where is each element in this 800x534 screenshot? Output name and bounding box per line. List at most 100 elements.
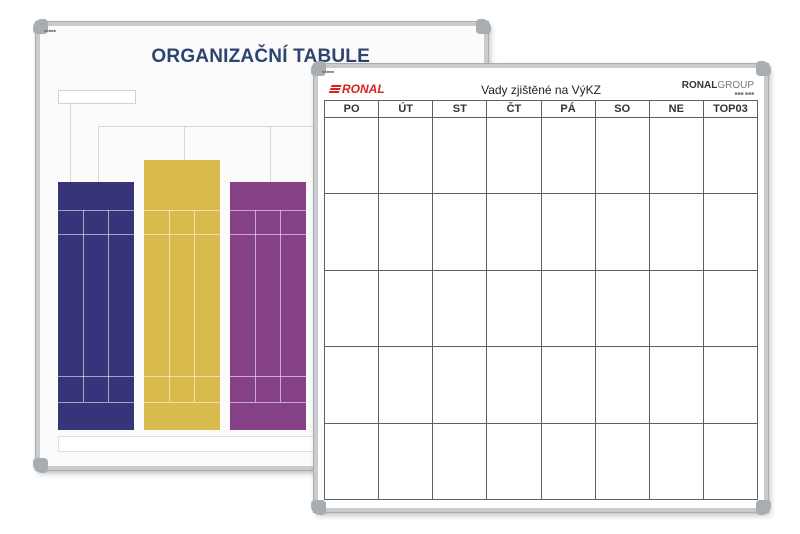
grid-cell [594, 269, 650, 348]
frame-corner [476, 19, 491, 34]
grid-cell [648, 346, 704, 424]
weekly-defects-grid: PO ÚT ST ČT PÁ SO NE TOP03 [323, 100, 759, 501]
grid-row [323, 269, 759, 348]
ronal-group-logo: RONALGROUP ■■■ ■■■ [682, 80, 754, 97]
frame-corner [756, 61, 771, 76]
column-divider [58, 402, 134, 403]
org-column-yellow [144, 160, 220, 430]
grid-cell [540, 422, 596, 501]
org-column-blue [58, 182, 134, 430]
connector-line [70, 104, 71, 182]
grid-cell [648, 422, 704, 501]
org-column-purple [230, 182, 306, 430]
frame-corner [33, 19, 48, 34]
ronal-logo: RONAL [328, 82, 385, 96]
frame-corner [756, 500, 771, 515]
day-header-ut: ÚT [378, 100, 434, 118]
grid-cell [486, 193, 542, 271]
frame-corner [33, 458, 48, 473]
day-header-top03: TOP03 [702, 100, 759, 118]
board-title: Vady zjištěné na VýKZ [481, 83, 601, 97]
grid-cell [540, 269, 596, 348]
grid-cell [648, 193, 704, 271]
column-divider [144, 210, 220, 211]
column-divider [230, 210, 306, 211]
frame-corner [311, 61, 326, 76]
column-divider [169, 210, 170, 402]
column-divider [230, 234, 306, 235]
column-divider [144, 234, 220, 235]
connector-line [98, 126, 320, 127]
grid-cell [594, 193, 650, 271]
grid-body [323, 116, 759, 501]
grid-row [323, 422, 759, 501]
grid-cell [378, 422, 434, 501]
grid-cell [486, 116, 542, 195]
connector-line [270, 126, 271, 182]
grid-cell [648, 116, 704, 195]
column-divider [58, 210, 134, 211]
group-logo-light: GROUP [717, 80, 754, 91]
grid-cell [323, 193, 380, 271]
grid-row [323, 116, 759, 195]
day-header-ne: NE [648, 100, 704, 118]
grid-cell [702, 193, 759, 271]
day-header-row: PO ÚT ST ČT PÁ SO NE TOP03 [323, 100, 759, 118]
column-divider [280, 210, 281, 402]
grid-row [323, 193, 759, 271]
grid-cell [432, 422, 488, 501]
grid-cell [378, 269, 434, 348]
board-header: RONAL Vady zjištěné na VýKZ RONALGROUP ■… [324, 80, 758, 100]
grid-cell [378, 346, 434, 424]
grid-cell [594, 116, 650, 195]
day-header-st: ST [432, 100, 488, 118]
grid-cell [648, 269, 704, 348]
grid-cell [702, 422, 759, 501]
grid-cell [323, 116, 380, 195]
grid-cell [378, 116, 434, 195]
grid-cell [486, 422, 542, 501]
column-divider [144, 402, 220, 403]
grid-cell [702, 269, 759, 348]
column-divider [230, 402, 306, 403]
frame-corner [311, 500, 326, 515]
grid-cell [486, 269, 542, 348]
connector-line [184, 126, 185, 160]
column-divider [58, 234, 134, 235]
column-divider [194, 210, 195, 402]
defects-whiteboard: ■■■■■ RONAL Vady zjištěné na VýKZ RONALG… [311, 61, 771, 515]
group-logo-bold: RONAL [681, 80, 718, 91]
grid-cell [594, 346, 650, 424]
day-header-so: SO [594, 100, 650, 118]
grid-cell [540, 116, 596, 195]
top-position-box [58, 90, 136, 104]
grid-cell [323, 422, 380, 501]
grid-row [323, 346, 759, 424]
day-header-ct: ČT [486, 100, 542, 118]
column-divider [83, 210, 84, 402]
column-divider [108, 210, 109, 402]
column-divider [144, 376, 220, 377]
manufacturer-label: ■■■■■ [44, 28, 57, 33]
grid-cell [702, 346, 759, 424]
ronal-logo-text: RONAL [342, 82, 385, 96]
group-logo-subtitle: ■■■ ■■■ [734, 91, 754, 97]
grid-cell [594, 422, 650, 501]
grid-cell [432, 346, 488, 424]
day-header-po: PO [323, 100, 380, 118]
grid-cell [432, 193, 488, 271]
grid-cell [540, 346, 596, 424]
grid-cell [323, 346, 380, 424]
grid-cell [486, 346, 542, 424]
grid-cell [378, 193, 434, 271]
grid-cell [432, 269, 488, 348]
grid-cell [323, 269, 380, 348]
grid-cell [432, 116, 488, 195]
connector-line [98, 126, 99, 182]
column-divider [255, 210, 256, 402]
day-header-pa: PÁ [540, 100, 596, 118]
footer-box [58, 436, 322, 452]
grid-cell [702, 116, 759, 195]
grid-cell [540, 193, 596, 271]
column-divider [58, 376, 134, 377]
